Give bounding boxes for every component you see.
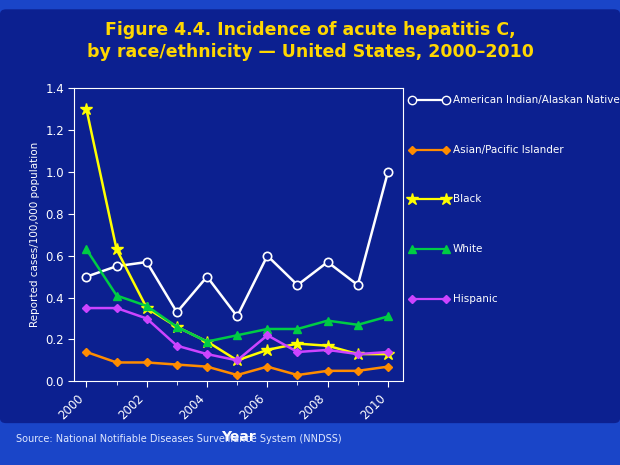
Text: Figure 4.4. Incidence of acute hepatitis C,
by race/ethnicity — United States, 2: Figure 4.4. Incidence of acute hepatitis…: [87, 21, 533, 61]
Text: American Indian/Alaskan Native: American Indian/Alaskan Native: [453, 95, 619, 105]
Text: Source: National Notifiable Diseases Surveillance System (NNDSS): Source: National Notifiable Diseases Sur…: [16, 434, 341, 445]
Text: Hispanic: Hispanic: [453, 294, 497, 304]
Text: White: White: [453, 244, 483, 254]
X-axis label: Year: Year: [221, 430, 256, 444]
Text: Asian/Pacific Islander: Asian/Pacific Islander: [453, 145, 563, 155]
Y-axis label: Reported cases/100,000 population: Reported cases/100,000 population: [30, 142, 40, 327]
Text: Black: Black: [453, 194, 481, 205]
